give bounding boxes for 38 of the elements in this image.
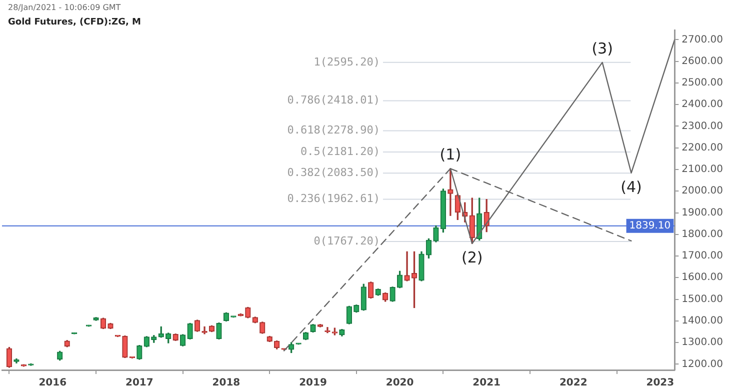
ref-line-label: 1839.10: [629, 220, 671, 232]
ref-line-label: 0.236(1962.61): [287, 192, 380, 206]
y-tick-label: 1900.00: [682, 207, 724, 218]
y-tick-label: 2400.00: [682, 99, 724, 110]
text: 28/Jan/2021 - 10:06:09 GMT: [8, 3, 121, 12]
y-tick-label: 1300.00: [682, 337, 724, 348]
y-tick-label: 1600.00: [682, 272, 724, 284]
y-tick-label: 2200.00: [682, 142, 724, 154]
y-tick-label: 2600.00: [682, 56, 724, 67]
x-tick-label: 2016: [38, 378, 67, 389]
x-tick-label: 2019: [299, 378, 327, 389]
y-tick-label: 2500.00: [682, 78, 724, 89]
x-tick-label: 2020: [386, 378, 414, 389]
y-tick-label: 2100.00: [682, 164, 724, 176]
ref-line-label: 1(2595.20): [314, 55, 380, 68]
ref-line-label: 0.5(2181.20): [300, 144, 380, 158]
y-tick-label: 2300.00: [682, 120, 724, 132]
x-tick-label: 2017: [126, 378, 154, 389]
annotation: (3): [592, 39, 613, 58]
annotation: (2): [462, 248, 483, 266]
ref-line-label: 0.618(2278.90): [287, 124, 380, 137]
ref-line-label: 0.786(2418.01): [287, 94, 380, 107]
x-tick-label: 2018: [212, 378, 240, 389]
annotation: (1): [440, 146, 462, 164]
ref-line-label: 0(1767.20): [314, 234, 380, 248]
y-tick-label: 2000.00: [682, 186, 724, 197]
y-tick-label: 1500.00: [682, 294, 724, 305]
y-tick-label: 1400.00: [682, 315, 724, 326]
y-tick-label: 1800.00: [682, 228, 724, 240]
x-tick-label: 2023: [646, 378, 674, 389]
y-tick-label: 1200.00: [682, 358, 724, 370]
ref-line-label: 0.382(2083.50): [287, 166, 380, 179]
y-tick-label: 2700.00: [682, 34, 724, 46]
chart-title: Gold Futures, (CFD):ZG, M: [8, 17, 142, 28]
annotation: (4): [620, 178, 642, 196]
y-tick-label: 1700.00: [682, 250, 724, 262]
x-tick-label: 2021: [472, 378, 501, 389]
x-tick-label: 2022: [559, 378, 588, 389]
